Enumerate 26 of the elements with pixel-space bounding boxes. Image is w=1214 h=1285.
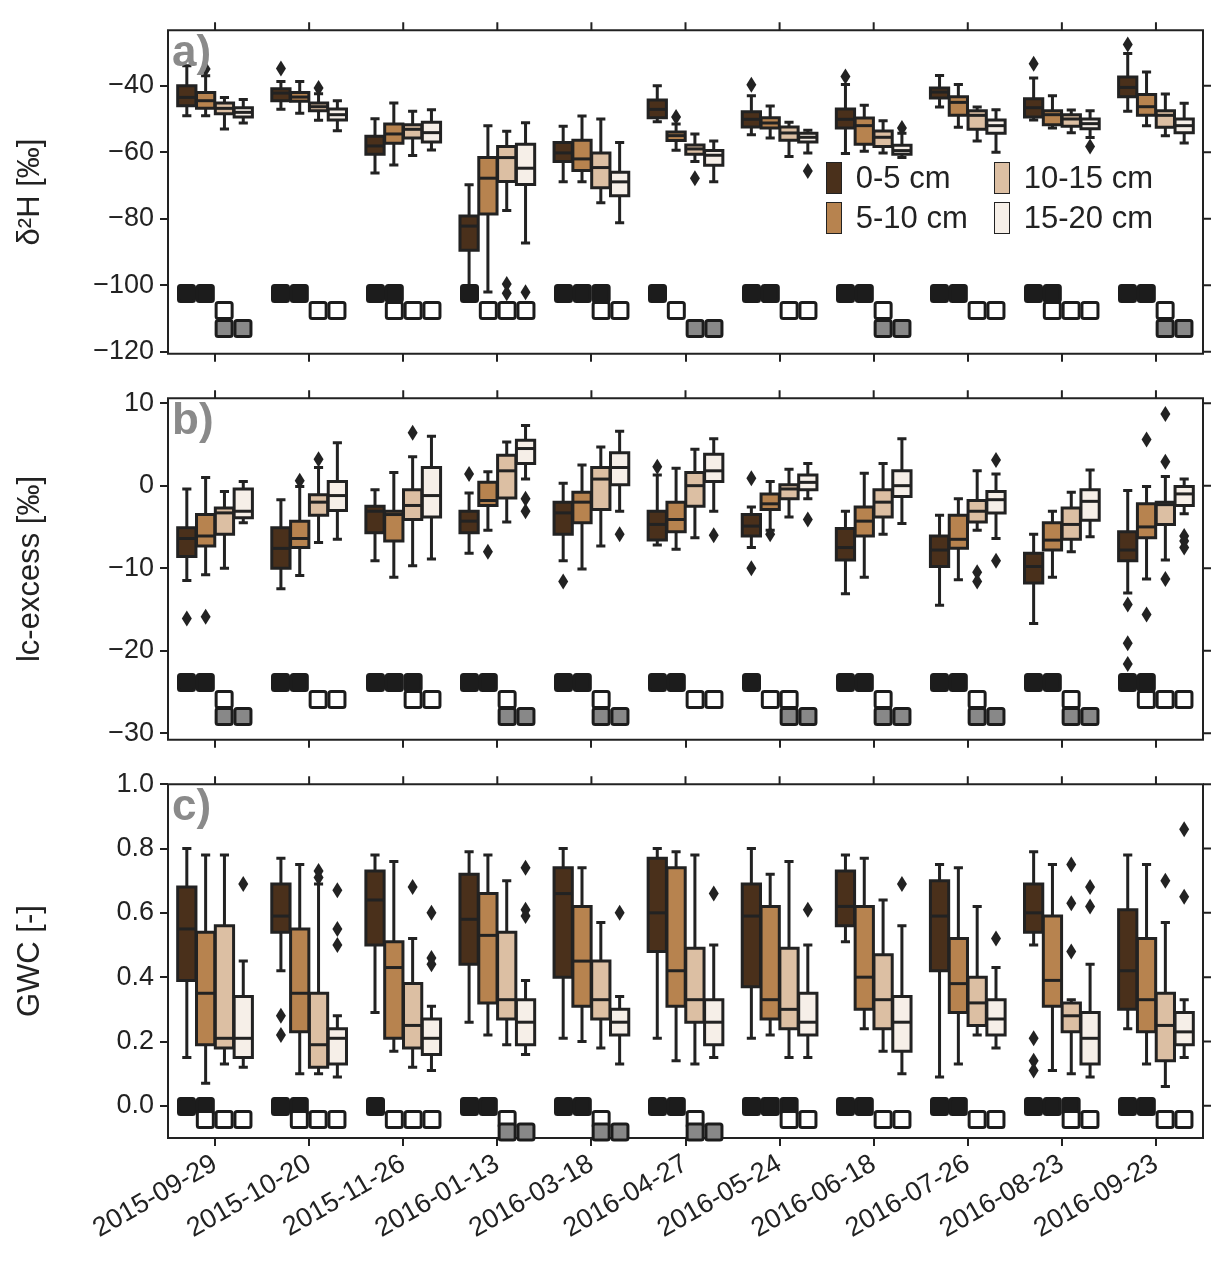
y-tick-label: −10: [108, 551, 154, 582]
y-tick-label: 0.0: [116, 1089, 154, 1120]
legend-label: 5-10 cm: [855, 200, 968, 237]
y-axis-title: GWC [-]: [11, 905, 47, 1018]
y-tick-label: 0.6: [116, 896, 154, 927]
y-tick-label: −40: [108, 69, 154, 100]
annotation: b): [172, 394, 214, 444]
y-axis-title: lc-excess [‰]: [11, 475, 47, 663]
y-tick-label: 1.0: [116, 767, 154, 798]
y-tick-label: 0.8: [116, 831, 154, 862]
y-tick-label: −100: [93, 268, 154, 299]
y-tick-label: −60: [108, 135, 154, 166]
y-tick-label: −30: [108, 716, 154, 747]
legend-label: 0-5 cm: [855, 160, 951, 197]
legend-label: 15-20 cm: [1023, 200, 1153, 237]
y-tick-label: −20: [108, 634, 154, 665]
y-tick-label: −120: [93, 335, 154, 366]
y-tick-label: −80: [108, 202, 154, 233]
annotation: c): [172, 780, 212, 830]
y-tick-label: 0: [138, 469, 154, 500]
y-axis-title: δ²H [‰]: [11, 138, 47, 246]
y-tick-label: 0.4: [116, 960, 154, 991]
legend-label: 10-15 cm: [1023, 160, 1153, 197]
y-tick-label: 10: [123, 386, 154, 417]
annotation: a): [172, 26, 212, 76]
y-tick-label: 0.2: [116, 1024, 154, 1055]
